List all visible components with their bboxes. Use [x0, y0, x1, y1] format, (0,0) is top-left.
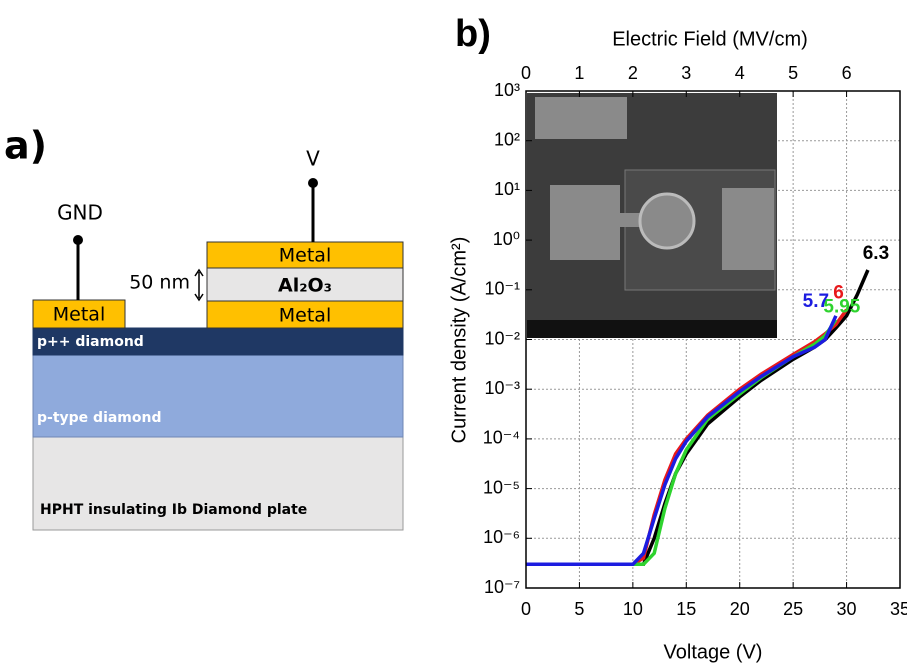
y-tick-label: 10¹: [494, 179, 520, 199]
x2-tick-label: 0: [521, 63, 531, 83]
x2-tick-label: 4: [735, 63, 745, 83]
panel-label: b): [455, 13, 491, 55]
series-label: 6.3: [863, 243, 889, 264]
inset-lead: [618, 213, 643, 227]
series-label: 5.7: [803, 291, 829, 312]
metal-contact: [32, 299, 126, 329]
inset-pad: [535, 97, 627, 139]
y-tick-label: 10⁻⁶: [483, 527, 520, 547]
terminal: [308, 178, 318, 188]
x-tick-label: 30: [837, 599, 857, 619]
metal-contact: [206, 300, 404, 329]
series-label: 5.95: [823, 297, 860, 318]
series-label: 6: [833, 283, 844, 304]
terminal: [73, 235, 83, 245]
x2-tick-label: 2: [628, 63, 638, 83]
x2-tick-label: 3: [681, 63, 691, 83]
panel-label: a): [4, 124, 47, 168]
y-tick-label: 10⁻⁷: [484, 577, 520, 597]
layer-label: Metal: [279, 245, 331, 267]
plot-frame: [525, 90, 901, 589]
y-tick-label: 10⁻⁵: [483, 477, 520, 497]
y-tick-label: 10⁰: [493, 229, 520, 249]
x-tick-label: 15: [676, 599, 696, 619]
oxide-layer: [206, 267, 404, 302]
y-tick-label: 10⁻¹: [484, 279, 520, 299]
substrate-layer: [32, 436, 404, 531]
inset-electrode: [638, 192, 696, 250]
x2-axis-title: Electric Field (MV/cm): [612, 28, 808, 50]
x-tick-label: 10: [623, 599, 643, 619]
y-axis-title: Current density (A/cm²): [448, 237, 470, 444]
x-tick-label: 25: [783, 599, 803, 619]
metal-contact: [206, 241, 404, 269]
layer-label: p-type diamond: [37, 410, 162, 426]
y-tick-label: 10⁻⁴: [483, 428, 520, 448]
y-tick-label: 10²: [494, 129, 520, 149]
x2-tick-label: 5: [788, 63, 798, 83]
x2-tick-label: 1: [574, 63, 584, 83]
x-tick-label: 0: [521, 599, 531, 619]
y-tick-label: 10³: [494, 80, 520, 100]
thickness-label: 50 nm: [129, 272, 190, 294]
sem-inset: [527, 93, 777, 338]
x-tick-label: 35: [890, 599, 907, 619]
series-line: [526, 315, 838, 567]
inset-caption-bar: [527, 320, 777, 338]
p-type-layer: [32, 354, 404, 438]
y-tick-label: 10⁻³: [484, 378, 520, 398]
x2-tick-label: 6: [842, 63, 852, 83]
inset-pad: [722, 188, 774, 270]
layer-label: Metal: [53, 304, 105, 326]
device-diagram: a) GND V Metal Metal Metal Al₂O₃ 50 nm p…: [4, 124, 404, 531]
frame: 10⁻⁷ 10⁻⁶ 10⁻⁵ 10⁻⁴ 10⁻³ 10⁻² 10⁻¹ 10⁰ 10¹ 10² 10³…: [483, 63, 907, 619]
gnd-label: GND: [57, 201, 103, 225]
x-tick-label: 5: [574, 599, 584, 619]
layer-label: Metal: [279, 305, 331, 327]
inset-pad: [550, 185, 620, 260]
y-tick-label: 10⁻²: [484, 328, 520, 348]
x-tick-label: 20: [730, 599, 750, 619]
x-axis-title: Voltage (V): [664, 641, 763, 663]
thickness-arrow: [194, 268, 204, 302]
v-label: V: [306, 147, 320, 171]
layer-label: Al₂O₃: [278, 275, 332, 297]
layer-label: HPHT insulating Ib Diamond plate: [40, 502, 307, 518]
layer-label: p++ diamond: [37, 334, 144, 350]
